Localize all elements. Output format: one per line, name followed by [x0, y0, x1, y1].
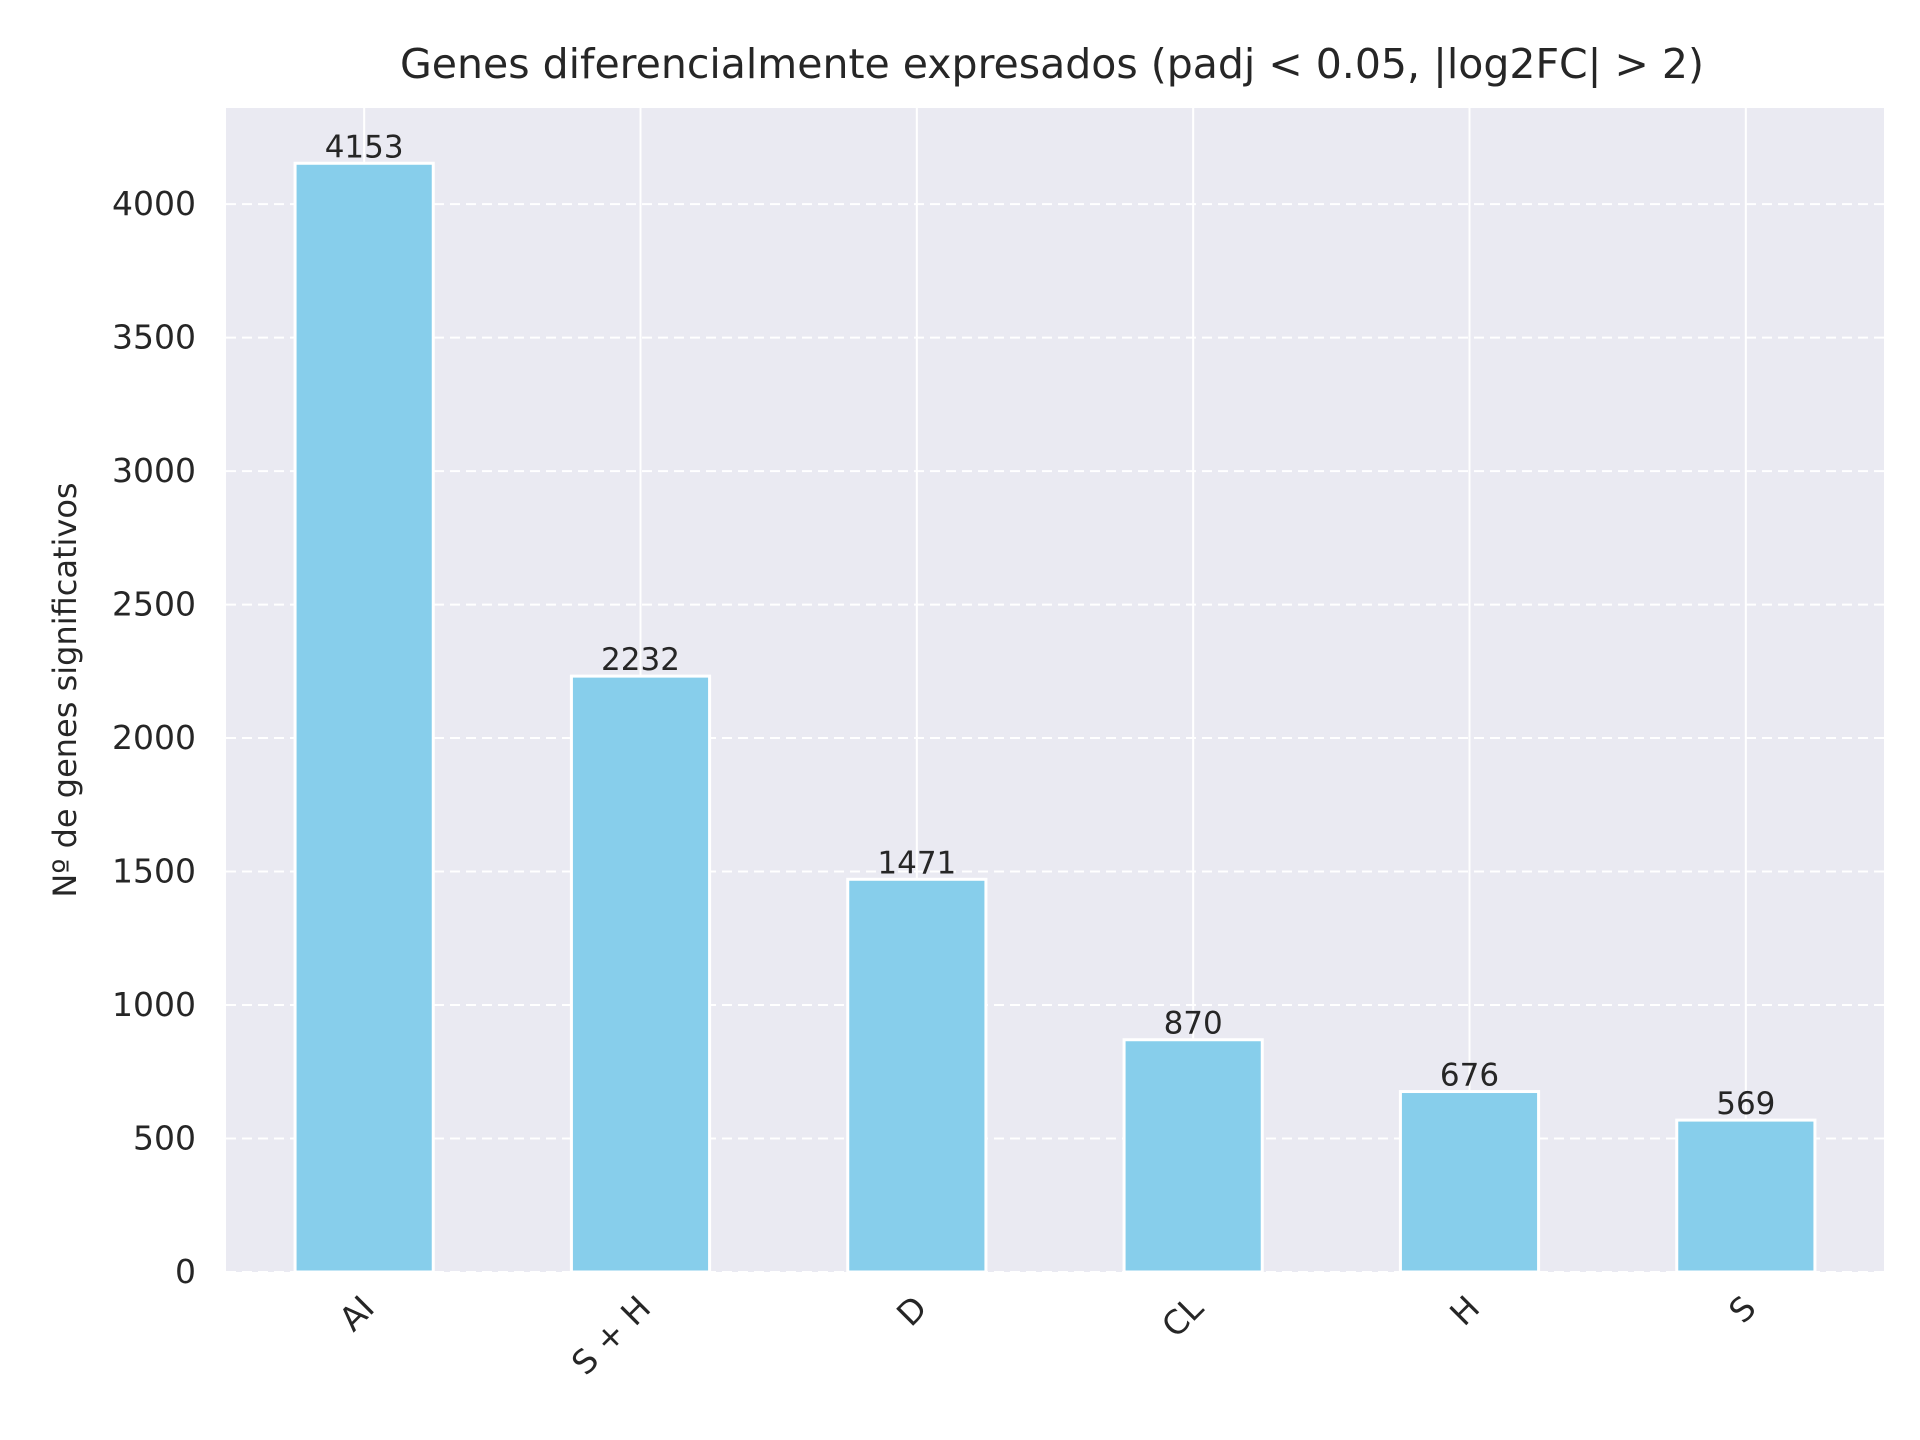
x-tick-label: AI — [331, 1288, 381, 1338]
x-tick-label: S + H — [564, 1288, 658, 1382]
grid — [226, 108, 1884, 1273]
y-tick-label: 4000 — [112, 184, 196, 223]
y-tick-label: 0 — [175, 1252, 196, 1291]
bar-value-label: 569 — [1716, 1086, 1775, 1122]
bar-value-label: 870 — [1164, 1006, 1223, 1042]
x-tick-label: D — [889, 1288, 935, 1334]
bar-value-label: 2232 — [601, 642, 680, 678]
bar — [1675, 1118, 1817, 1274]
bar-value-label: 676 — [1440, 1058, 1499, 1094]
bars — [293, 161, 1817, 1274]
y-tick-label: 2000 — [112, 718, 196, 757]
x-tick-label: H — [1442, 1288, 1487, 1333]
y-tick-label: 2500 — [112, 585, 196, 624]
bar — [569, 674, 712, 1274]
bar-value-label: 4153 — [325, 129, 404, 165]
bar-value-label: 1471 — [877, 845, 956, 881]
x-tick-label: S — [1721, 1288, 1763, 1330]
bar — [293, 161, 435, 1274]
bar — [1122, 1038, 1264, 1274]
y-tick-label: 3000 — [112, 451, 196, 490]
x-axis-ticks: AI S + H D CL H S — [331, 1288, 1763, 1383]
bar — [1398, 1090, 1541, 1274]
y-axis-label: Nº de genes significativos — [46, 482, 84, 897]
y-tick-label: 500 — [133, 1119, 196, 1158]
data-labels: 4153 2232 1471 870 676 569 — [325, 129, 1776, 1122]
y-tick-label: 1000 — [112, 985, 196, 1024]
y-axis-ticks: 0 500 1000 1500 2000 2500 3000 3500 4000 — [112, 184, 196, 1291]
y-tick-label: 3500 — [112, 318, 196, 357]
chart-title: Genes diferencialmente expresados (padj … — [400, 40, 1704, 88]
x-tick-label: CL — [1154, 1288, 1211, 1345]
y-tick-label: 1500 — [112, 852, 196, 891]
bar — [846, 877, 988, 1274]
plot-area — [226, 108, 1884, 1272]
